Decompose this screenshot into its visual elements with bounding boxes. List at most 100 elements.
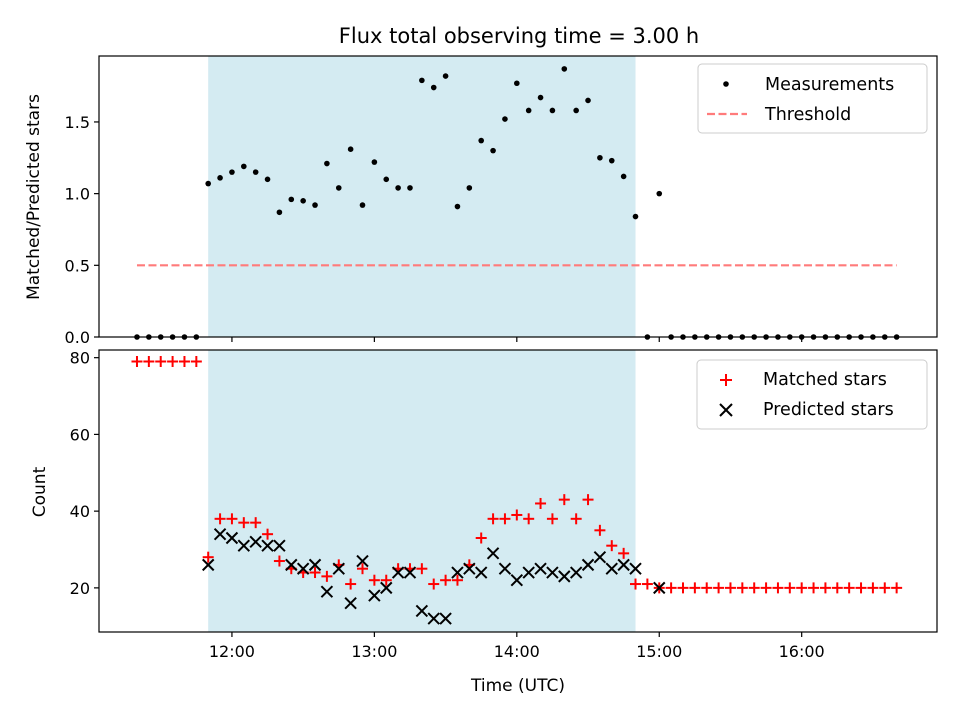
matched-star-point bbox=[641, 578, 653, 590]
predicted-star-stroke bbox=[356, 554, 369, 568]
legend-threshold-label: Threshold bbox=[764, 105, 851, 125]
predicted-star-stroke bbox=[308, 558, 322, 572]
matched-star-point bbox=[250, 517, 262, 529]
measurement-point bbox=[656, 190, 663, 197]
matched-star-point bbox=[867, 582, 879, 594]
matched-star-point bbox=[380, 574, 392, 586]
predicted-star-point bbox=[368, 589, 381, 602]
predicted-star-point bbox=[237, 539, 251, 552]
bottom-y-ticks: 20 40 60 80 bbox=[70, 349, 99, 598]
bottom-xtick-label: 13:00 bbox=[351, 642, 397, 661]
predicted-star-stroke bbox=[605, 562, 618, 575]
matched-star-point bbox=[475, 532, 487, 544]
predicted-star-stroke bbox=[581, 558, 595, 572]
predicted-star-stroke bbox=[498, 562, 512, 575]
predicted-star-stroke bbox=[225, 531, 239, 545]
predicted-star-stroke bbox=[534, 562, 547, 575]
measurement-point bbox=[347, 146, 354, 152]
predicted-star-point bbox=[427, 612, 440, 625]
predicted-star-stroke bbox=[344, 597, 357, 610]
matched-star-point bbox=[167, 356, 179, 368]
measurement-point bbox=[241, 163, 247, 170]
matched-star-point bbox=[131, 356, 143, 368]
matched-star-point bbox=[808, 582, 820, 594]
predicted-star-point bbox=[201, 558, 215, 572]
predicted-star-point bbox=[451, 566, 464, 579]
measurement-point bbox=[312, 202, 318, 208]
measurement-point bbox=[585, 97, 591, 104]
predicted-star-point bbox=[534, 562, 547, 575]
predicted-star-stroke bbox=[558, 570, 571, 583]
top-y-axis-label: Matched/Predicted stars bbox=[24, 94, 44, 300]
predicted-star-point bbox=[356, 554, 369, 568]
top-panel: 0.0 0.5 1.0 1.5 Matched/Predicted stars Mea… bbox=[24, 55, 938, 347]
measurement-point bbox=[430, 84, 437, 91]
matched-star-point bbox=[665, 582, 677, 594]
top-ytick-label: 1.5 bbox=[65, 113, 90, 132]
measurement-point bbox=[395, 185, 401, 191]
legend-measurements-label: Measurements bbox=[765, 75, 894, 95]
predicted-star-stroke bbox=[593, 550, 607, 564]
predicted-star-stroke bbox=[463, 562, 476, 575]
predicted-star-stroke bbox=[368, 589, 381, 602]
predicted-star-point bbox=[486, 547, 500, 560]
bottom-legend-box bbox=[696, 359, 928, 430]
measurement-point bbox=[632, 213, 639, 220]
predicted-star-stroke bbox=[249, 535, 262, 549]
measurement-point bbox=[383, 176, 390, 183]
predicted-star-stroke bbox=[285, 558, 298, 572]
predicted-star-stroke bbox=[380, 581, 393, 595]
measurement-point bbox=[537, 94, 544, 101]
matched-star-point bbox=[523, 513, 535, 525]
matched-star-point bbox=[855, 582, 867, 594]
predicted-star-point bbox=[629, 562, 642, 575]
predicted-star-point bbox=[617, 558, 630, 572]
predicted-star-stroke bbox=[213, 527, 227, 541]
predicted-star-stroke bbox=[617, 558, 630, 572]
matched-star-point bbox=[713, 582, 725, 594]
matched-star-point bbox=[273, 555, 285, 567]
matched-star-point bbox=[262, 528, 274, 540]
predicted-star-stroke bbox=[629, 562, 642, 575]
predicted-stars-points bbox=[201, 527, 666, 625]
matched-star-point bbox=[618, 547, 630, 559]
matched-star-point bbox=[689, 582, 701, 594]
predicted-star-point bbox=[403, 566, 417, 579]
matched-star-point bbox=[760, 582, 772, 594]
measurement-point bbox=[478, 137, 485, 144]
matched-star-point bbox=[594, 524, 606, 536]
measurement-point bbox=[525, 107, 532, 114]
bottom-ytick-label: 60 bbox=[70, 425, 90, 444]
predicted-star-stroke bbox=[427, 612, 440, 625]
predicted-star-stroke bbox=[296, 562, 310, 575]
predicted-star-point bbox=[510, 573, 524, 587]
predicted-star-point bbox=[593, 550, 607, 564]
matched-star-point bbox=[582, 494, 594, 506]
predicted-star-stroke bbox=[439, 612, 452, 625]
predicted-star-point bbox=[344, 597, 357, 610]
measurement-point bbox=[620, 173, 627, 180]
matched-star-point bbox=[630, 578, 642, 590]
measurement-point bbox=[371, 159, 378, 165]
predicted-star-point bbox=[474, 566, 488, 579]
predicted-star-stroke bbox=[403, 566, 417, 579]
legend-predicted-marker bbox=[719, 403, 733, 417]
predicted-star-point bbox=[308, 558, 322, 572]
measurement-point bbox=[252, 169, 259, 175]
bottom-panel: 20 40 60 80 12:00 13:00 14:00 15:00 16:00 Count… bbox=[30, 349, 938, 696]
predicted-star-point bbox=[558, 570, 571, 583]
measurement-point bbox=[288, 196, 295, 203]
matched-star-point bbox=[345, 578, 357, 590]
predicted-star-stroke bbox=[486, 547, 500, 560]
bottom-xtick-label: 16:00 bbox=[779, 642, 825, 661]
matched-star-point bbox=[831, 582, 843, 594]
predicted-star-stroke bbox=[569, 566, 583, 579]
measurement-point bbox=[490, 147, 496, 154]
matched-star-point bbox=[546, 513, 558, 525]
measurement-point bbox=[561, 66, 568, 72]
predicted-star-point bbox=[285, 558, 298, 572]
predicted-star-stroke bbox=[261, 539, 274, 552]
matched-star-point bbox=[701, 582, 713, 594]
matched-star-point bbox=[202, 551, 214, 563]
